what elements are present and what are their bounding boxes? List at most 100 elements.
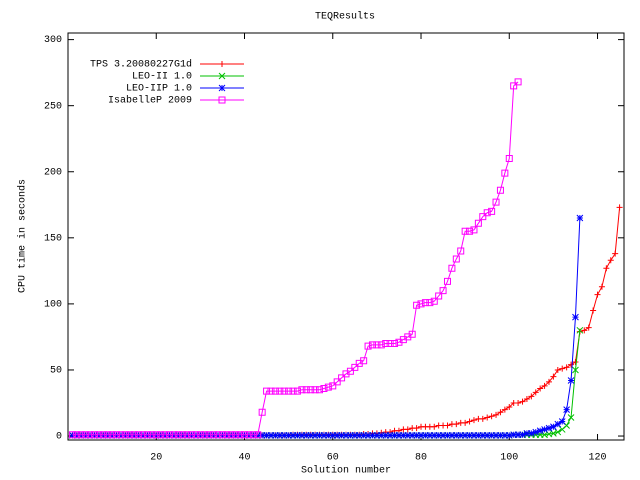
point-marker	[501, 169, 509, 177]
point-marker	[210, 432, 217, 439]
point-marker	[413, 425, 420, 432]
point-marker	[395, 432, 403, 439]
point-marker	[316, 432, 323, 439]
point-marker	[572, 366, 579, 374]
point-marker	[108, 432, 116, 439]
point-marker	[497, 432, 504, 439]
point-marker	[505, 155, 513, 163]
point-marker	[232, 432, 240, 439]
point-marker	[527, 430, 535, 437]
legend-marker	[218, 72, 226, 80]
point-marker	[263, 432, 270, 439]
point-marker	[148, 432, 156, 439]
point-marker	[510, 431, 518, 439]
point-marker	[484, 414, 491, 421]
x-tick-label: 80	[415, 453, 427, 464]
point-marker	[541, 426, 548, 433]
point-marker	[559, 365, 566, 372]
point-marker	[572, 359, 579, 366]
point-marker	[435, 432, 443, 439]
point-marker	[91, 432, 98, 439]
point-marker	[77, 432, 85, 439]
point-marker	[324, 432, 332, 439]
point-marker	[298, 432, 306, 439]
point-marker	[590, 307, 597, 314]
plot-border	[67, 32, 625, 441]
point-marker	[197, 432, 204, 439]
point-marker	[430, 432, 438, 439]
point-marker	[505, 432, 513, 439]
point-marker	[479, 432, 487, 439]
point-marker	[408, 330, 416, 338]
point-marker	[461, 432, 469, 439]
point-marker	[338, 432, 345, 439]
point-marker	[470, 226, 478, 234]
legend-label: IsabelleP 2009	[108, 95, 192, 107]
point-marker	[466, 432, 473, 439]
point-marker	[554, 420, 562, 428]
point-marker	[452, 255, 460, 263]
point-marker	[453, 421, 460, 428]
legend-marker	[219, 61, 225, 67]
point-marker	[307, 432, 315, 439]
point-marker	[585, 324, 592, 331]
point-marker	[99, 432, 107, 439]
point-marker	[439, 287, 447, 295]
point-marker	[448, 264, 456, 272]
point-marker	[258, 432, 266, 439]
x-tick-label: 100	[500, 453, 518, 464]
y-tick-label: 250	[44, 101, 62, 112]
legend-label: LEO-II 1.0	[132, 72, 192, 83]
series-line	[72, 81, 519, 436]
point-marker	[355, 432, 363, 439]
point-marker	[400, 432, 407, 439]
y-tick-label: 0	[56, 432, 62, 443]
point-marker	[462, 419, 469, 426]
point-marker	[382, 432, 390, 439]
x-tick-label: 40	[239, 453, 251, 464]
point-marker	[550, 423, 557, 431]
point-marker	[532, 428, 540, 436]
point-marker	[236, 432, 244, 439]
point-marker	[444, 432, 451, 439]
y-tick-label: 150	[44, 233, 62, 244]
point-marker	[488, 432, 495, 439]
point-marker	[452, 432, 460, 439]
point-marker	[426, 432, 434, 439]
x-tick-label: 60	[327, 453, 339, 464]
point-marker	[523, 396, 530, 403]
point-marker	[117, 432, 125, 439]
point-marker	[607, 257, 614, 264]
point-marker	[598, 283, 605, 290]
point-marker	[223, 432, 231, 439]
point-marker	[245, 432, 253, 439]
legend-marker	[218, 96, 226, 104]
point-marker	[515, 400, 522, 406]
point-marker	[536, 427, 544, 435]
point-marker	[603, 265, 610, 272]
point-marker	[73, 432, 81, 439]
y-tick-label: 300	[44, 35, 62, 46]
point-marker	[444, 422, 451, 429]
point-marker	[443, 277, 451, 285]
x-tick-label: 120	[589, 453, 607, 464]
point-marker	[311, 432, 319, 439]
legend-label: LEO-IIP 1.0	[126, 84, 192, 95]
point-marker	[474, 219, 482, 227]
point-marker	[483, 432, 491, 439]
point-marker	[537, 385, 544, 392]
point-marker	[404, 432, 412, 439]
point-marker	[329, 432, 337, 439]
point-marker	[360, 357, 368, 365]
point-marker	[205, 432, 213, 439]
point-marker	[183, 432, 191, 439]
point-marker	[95, 432, 103, 439]
point-marker	[554, 428, 562, 436]
point-marker	[188, 432, 195, 439]
point-marker	[249, 432, 257, 439]
point-marker	[320, 432, 328, 439]
legend-marker	[218, 84, 226, 92]
point-marker	[493, 411, 500, 418]
point-marker	[170, 432, 178, 439]
point-marker	[488, 413, 495, 420]
